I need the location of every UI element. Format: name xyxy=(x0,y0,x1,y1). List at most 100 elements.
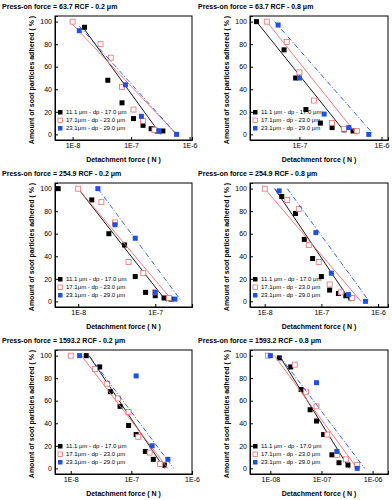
y-tick-label: 20 xyxy=(239,276,247,283)
axis-line xyxy=(56,471,193,475)
data-point xyxy=(106,231,111,236)
y-tick: 80 xyxy=(44,41,58,48)
x-tick-label: 1E-7 xyxy=(124,476,139,483)
x-axis-title: Detachment force ( N ) xyxy=(282,490,357,498)
data-point xyxy=(92,367,97,372)
y-tick: 0 xyxy=(243,465,253,472)
legend-label: 17.1μm - dp - 23.0 μm xyxy=(66,451,125,457)
x-tick: 1E-7 xyxy=(148,304,163,316)
plot-frame xyxy=(250,183,388,307)
data-point xyxy=(342,126,347,131)
x-tick: 1E-8 xyxy=(66,137,81,149)
data-point xyxy=(126,259,131,264)
y-tick: 40 xyxy=(44,253,58,260)
y-tick-label: 0 xyxy=(48,465,52,472)
x-tick: 1E-6 xyxy=(371,304,386,316)
data-point xyxy=(276,23,281,28)
y-tick: 60 xyxy=(44,63,58,70)
data-point xyxy=(165,457,170,462)
data-point xyxy=(282,47,287,52)
y-tick-label: 20 xyxy=(239,443,247,450)
legend-label: 17.1μm - dp - 23.0 μm xyxy=(66,284,125,290)
data-point xyxy=(313,230,318,235)
data-point xyxy=(268,353,273,358)
legend-marker xyxy=(58,277,63,282)
legend-marker xyxy=(253,293,258,298)
y-tick-label: 40 xyxy=(44,253,52,260)
x-tick-mark xyxy=(155,304,156,307)
data-point xyxy=(334,449,339,454)
x-tick-mark xyxy=(321,471,322,474)
y-tick-label: 100 xyxy=(235,18,247,25)
data-point xyxy=(262,186,267,191)
figure: Press-on force = 63.7 RCF - 0.2 μm1E-81E… xyxy=(0,0,392,500)
axis-line xyxy=(56,137,193,141)
legend-marker xyxy=(58,285,63,290)
y-tick: 60 xyxy=(239,397,253,404)
y-tick-mark xyxy=(55,301,58,302)
x-tick-mark xyxy=(299,137,300,140)
y-tick-mark xyxy=(55,279,58,280)
data-point xyxy=(131,116,136,121)
y-axis: 020406080100 xyxy=(40,351,58,475)
legend-marker xyxy=(253,126,258,131)
y-tick-label: 60 xyxy=(44,230,52,237)
data-point xyxy=(143,290,148,295)
data-point xyxy=(338,290,343,295)
y-tick: 60 xyxy=(44,397,58,404)
y-tick-mark xyxy=(55,446,58,447)
x-tick-mark xyxy=(73,137,74,140)
x-tick-label: 1E-08 xyxy=(262,476,281,483)
y-axis-title: Amount of soot particles adhered ( % ) xyxy=(28,183,36,311)
legend-label: 23.1μm - dp - 29.0 μm xyxy=(66,125,125,131)
data-point xyxy=(172,297,177,302)
x-tick-label: 1E-6 xyxy=(183,142,198,149)
x-axis: 1E-8 1E-7 1E-6 xyxy=(56,137,198,149)
y-tick-mark xyxy=(250,446,253,447)
panel: Press-on force = 1593.2 RCF - 0.8 μm1E-0… xyxy=(198,337,389,498)
y-tick-label: 20 xyxy=(44,109,52,116)
data-point xyxy=(292,362,297,367)
legend-marker xyxy=(58,444,63,449)
y-tick: 100 xyxy=(40,185,58,192)
data-point xyxy=(139,114,144,119)
x-axis-title: Detachment force ( N ) xyxy=(86,323,161,331)
y-tick: 40 xyxy=(239,420,253,427)
y-tick: 0 xyxy=(48,465,58,472)
x-tick: 1E-8 xyxy=(258,304,273,316)
data-point xyxy=(346,292,351,297)
legend-marker xyxy=(253,277,258,282)
legend-label: 17.1μm - dp - 23.0 μm xyxy=(66,117,125,123)
data-point xyxy=(254,19,259,24)
y-axis-title: Amount of soot particles adhered ( % ) xyxy=(223,183,231,311)
y-tick-mark xyxy=(55,89,58,90)
y-tick: 40 xyxy=(44,86,58,93)
y-tick-mark xyxy=(250,301,253,302)
y-tick-label: 80 xyxy=(44,208,52,215)
y-tick-mark xyxy=(250,378,253,379)
legend-marker xyxy=(58,293,63,298)
legend-marker xyxy=(58,118,63,123)
y-tick-label: 100 xyxy=(40,185,52,192)
y-tick-label: 40 xyxy=(44,86,52,93)
y-tick: 40 xyxy=(239,253,253,260)
data-point xyxy=(322,112,327,117)
y-tick: 60 xyxy=(44,230,58,237)
y-tick-mark xyxy=(250,401,253,402)
y-tick-label: 0 xyxy=(243,131,247,138)
data-point xyxy=(166,295,171,300)
data-point xyxy=(56,186,61,191)
legend: 11.1 μm - dp - 17.0 μm17.1μm - dp - 23.0… xyxy=(253,276,322,298)
data-point xyxy=(264,19,269,24)
y-tick: 80 xyxy=(44,208,58,215)
plot-area xyxy=(254,19,374,137)
x-tick-mark xyxy=(131,471,132,474)
y-tick-label: 60 xyxy=(239,397,247,404)
y-tick-mark xyxy=(55,401,58,402)
legend-marker xyxy=(253,285,258,290)
legend-marker xyxy=(58,110,63,115)
plot-frame xyxy=(55,183,192,307)
data-point xyxy=(152,127,157,132)
x-tick: 1E-7 xyxy=(124,137,139,149)
y-tick-label: 100 xyxy=(40,352,52,359)
